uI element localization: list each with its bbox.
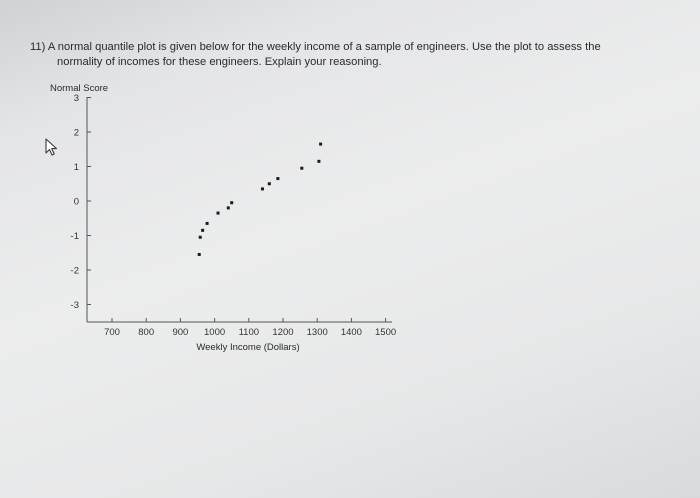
x-tick-label: 700 — [104, 327, 120, 338]
data-point — [267, 182, 271, 186]
data-point — [300, 166, 304, 170]
y-axis-label: Normal Score — [50, 83, 108, 94]
question-line-2: normality of incomes for these engineers… — [57, 56, 382, 68]
data-point — [317, 159, 321, 163]
data-point — [319, 142, 323, 146]
x-tick-label: 1400 — [341, 327, 362, 338]
data-point — [197, 252, 201, 256]
data-point — [260, 187, 264, 191]
data-points — [197, 142, 323, 256]
y-tick-label: 1 — [74, 162, 79, 173]
data-point — [198, 235, 202, 239]
x-axis-label: Weekly Income (Dollars) — [196, 342, 299, 353]
question-number: 11) — [30, 41, 46, 53]
y-ticks: 3 2 1 0 -1 -2 -3 — [71, 93, 91, 311]
y-tick-label: -1 — [71, 231, 79, 242]
mouse-pointer-icon — [45, 138, 58, 156]
y-tick-label: 3 — [74, 93, 79, 104]
y-tick-label: -2 — [71, 266, 79, 277]
x-tick-label: 900 — [172, 327, 188, 338]
x-tick-label: 800 — [138, 327, 154, 338]
data-point — [226, 206, 230, 210]
question-text: 11) A normal quantile plot is given belo… — [30, 40, 670, 70]
question-line-1: A normal quantile plot is given below fo… — [47, 41, 601, 53]
data-point — [216, 211, 220, 215]
data-point — [230, 201, 234, 205]
x-tick-label: 1500 — [375, 327, 396, 338]
data-point — [201, 228, 205, 232]
x-tick-label: 1300 — [307, 327, 328, 338]
x-tick-label: 1200 — [272, 327, 293, 338]
x-tick-label: 1000 — [204, 327, 225, 338]
y-tick-label: 2 — [74, 128, 79, 139]
y-tick-label: -3 — [71, 300, 79, 311]
data-point — [205, 221, 209, 225]
x-tick-label: 1100 — [239, 327, 259, 338]
data-point — [276, 177, 280, 181]
x-ticks: 700 800 900 1000 1100 1200 1300 1400 1500 — [104, 318, 396, 338]
y-tick-label: 0 — [74, 197, 79, 208]
